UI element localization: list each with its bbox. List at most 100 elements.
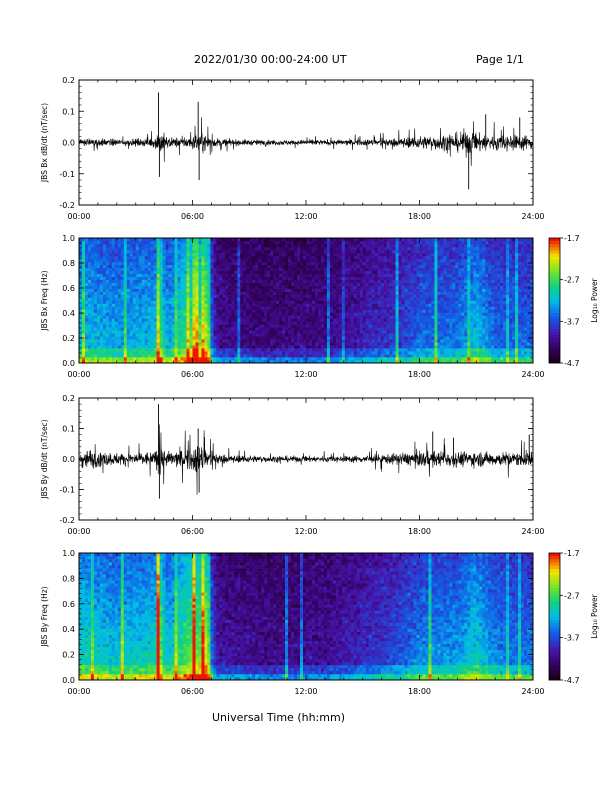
- spectrogram-cell: [114, 318, 119, 322]
- spectrogram-cell: [141, 294, 146, 298]
- spectrogram-cell: [159, 318, 163, 322]
- spectrogram-cell: [129, 339, 134, 343]
- spectrogram-cell: [183, 315, 187, 319]
- spectrogram-cell: [407, 345, 411, 349]
- spectrogram-cell: [398, 297, 402, 301]
- spectrogram-cell: [311, 318, 316, 322]
- spectrogram-cell: [204, 297, 208, 301]
- spectrogram-cell: [249, 279, 253, 283]
- spectrogram-cell: [308, 333, 313, 337]
- spectrogram-cell: [377, 297, 381, 301]
- spectrogram-cell: [252, 294, 256, 298]
- spectrogram-cell: [311, 252, 316, 257]
- spectrogram-cell: [282, 321, 286, 325]
- spectrogram-cell: [359, 279, 364, 283]
- spectrogram-cell: [219, 309, 223, 313]
- spectrogram-cell: [165, 258, 169, 263]
- spectrogram-cell: [87, 246, 92, 251]
- spectrogram-cell: [347, 312, 352, 316]
- spectrogram-cell: [326, 294, 331, 298]
- spectrogram-cell: [114, 282, 119, 286]
- spectrogram-cell: [195, 288, 199, 292]
- spectrogram-cell: [222, 246, 226, 251]
- spectrogram-cell: [356, 273, 361, 277]
- spectrogram-cell: [308, 339, 313, 343]
- spectrogram-cell: [204, 345, 208, 349]
- spectrogram-cell: [401, 306, 405, 310]
- spectrogram-cell: [180, 345, 184, 349]
- spectrogram-cell: [87, 243, 92, 248]
- spectrogram-cell: [138, 327, 143, 331]
- spectrogram-cell: [288, 357, 292, 361]
- spectrogram-cell: [201, 270, 205, 275]
- spectrogram-cell: [162, 306, 166, 310]
- spectrogram-cell: [108, 324, 113, 328]
- spectrogram-cell: [282, 300, 286, 304]
- spectrogram-cell: [186, 252, 190, 257]
- spectrogram-cell: [371, 357, 375, 361]
- spectrogram-cell: [240, 297, 244, 301]
- spectrogram-cell: [279, 249, 283, 254]
- spectrogram-cell: [401, 267, 405, 272]
- spectrogram-cell: [99, 267, 104, 272]
- spectrogram-cell: [171, 252, 175, 257]
- spectrogram-cell: [240, 306, 244, 310]
- spectrogram-cell: [356, 339, 361, 343]
- spectrogram-cell: [153, 324, 157, 328]
- spectrogram-cell: [240, 321, 244, 325]
- spectrogram-cell: [174, 243, 178, 248]
- spectrogram-cell: [270, 318, 274, 322]
- spectrogram-cell: [270, 255, 274, 260]
- spectrogram-cell: [270, 270, 274, 275]
- spectrogram-cell: [389, 294, 393, 298]
- spectrogram-cell: [150, 309, 154, 313]
- spectrogram-cell: [189, 255, 193, 260]
- spectrogram-cell: [356, 264, 361, 269]
- spectrogram-cell: [276, 288, 280, 292]
- spectrogram-cell: [395, 309, 399, 313]
- spectrogram-cell: [228, 273, 232, 277]
- spectrogram-cell: [294, 345, 298, 349]
- spectrogram-cell: [231, 270, 235, 275]
- spectrogram-cell: [228, 249, 232, 254]
- spectrogram-cell: [350, 336, 355, 340]
- spectrogram-cell: [344, 324, 349, 328]
- panel-0-xtick-label: 06:00: [181, 212, 204, 221]
- spectrogram-cell: [195, 321, 199, 325]
- spectrogram-cell: [201, 243, 205, 248]
- spectrogram-cell: [138, 321, 143, 325]
- spectrogram-cell: [341, 321, 346, 325]
- spectrogram-cell: [186, 357, 190, 361]
- spectrogram-cell: [177, 357, 181, 361]
- spectrogram-cell: [228, 255, 232, 260]
- spectrogram-cell: [353, 270, 358, 275]
- spectrogram-cell: [138, 276, 143, 280]
- spectrogram-cell: [404, 324, 408, 328]
- spectrogram-cell: [303, 348, 307, 352]
- spectrogram-cell: [356, 312, 361, 316]
- spectrogram-cell: [338, 315, 343, 319]
- spectrogram-cell: [356, 243, 361, 248]
- spectrogram-cell: [141, 238, 146, 242]
- spectrogram-cell: [314, 246, 319, 251]
- spectrogram-cell: [279, 240, 283, 245]
- spectrogram-cell: [120, 303, 125, 307]
- spectrogram-cell: [359, 354, 364, 358]
- spectrogram-cell: [138, 279, 143, 283]
- spectrogram-cell: [234, 291, 238, 295]
- spectrogram-cell: [123, 255, 128, 260]
- spectrogram-cell: [135, 273, 140, 277]
- spectrogram-cell: [332, 261, 337, 266]
- spectrogram-cell: [210, 264, 214, 269]
- spectrogram-cell: [99, 240, 104, 245]
- spectrogram-cell: [374, 360, 378, 364]
- spectrogram-cell: [174, 258, 178, 263]
- spectrogram-cell: [314, 324, 319, 328]
- spectrogram-cell: [135, 336, 140, 340]
- spectrogram-cell: [141, 306, 146, 310]
- spectrogram-cell: [99, 354, 104, 358]
- spectrogram-cell: [189, 309, 193, 313]
- spectrogram-cell: [347, 276, 352, 280]
- spectrogram-cell: [356, 291, 361, 295]
- spectrogram-cell: [195, 279, 199, 283]
